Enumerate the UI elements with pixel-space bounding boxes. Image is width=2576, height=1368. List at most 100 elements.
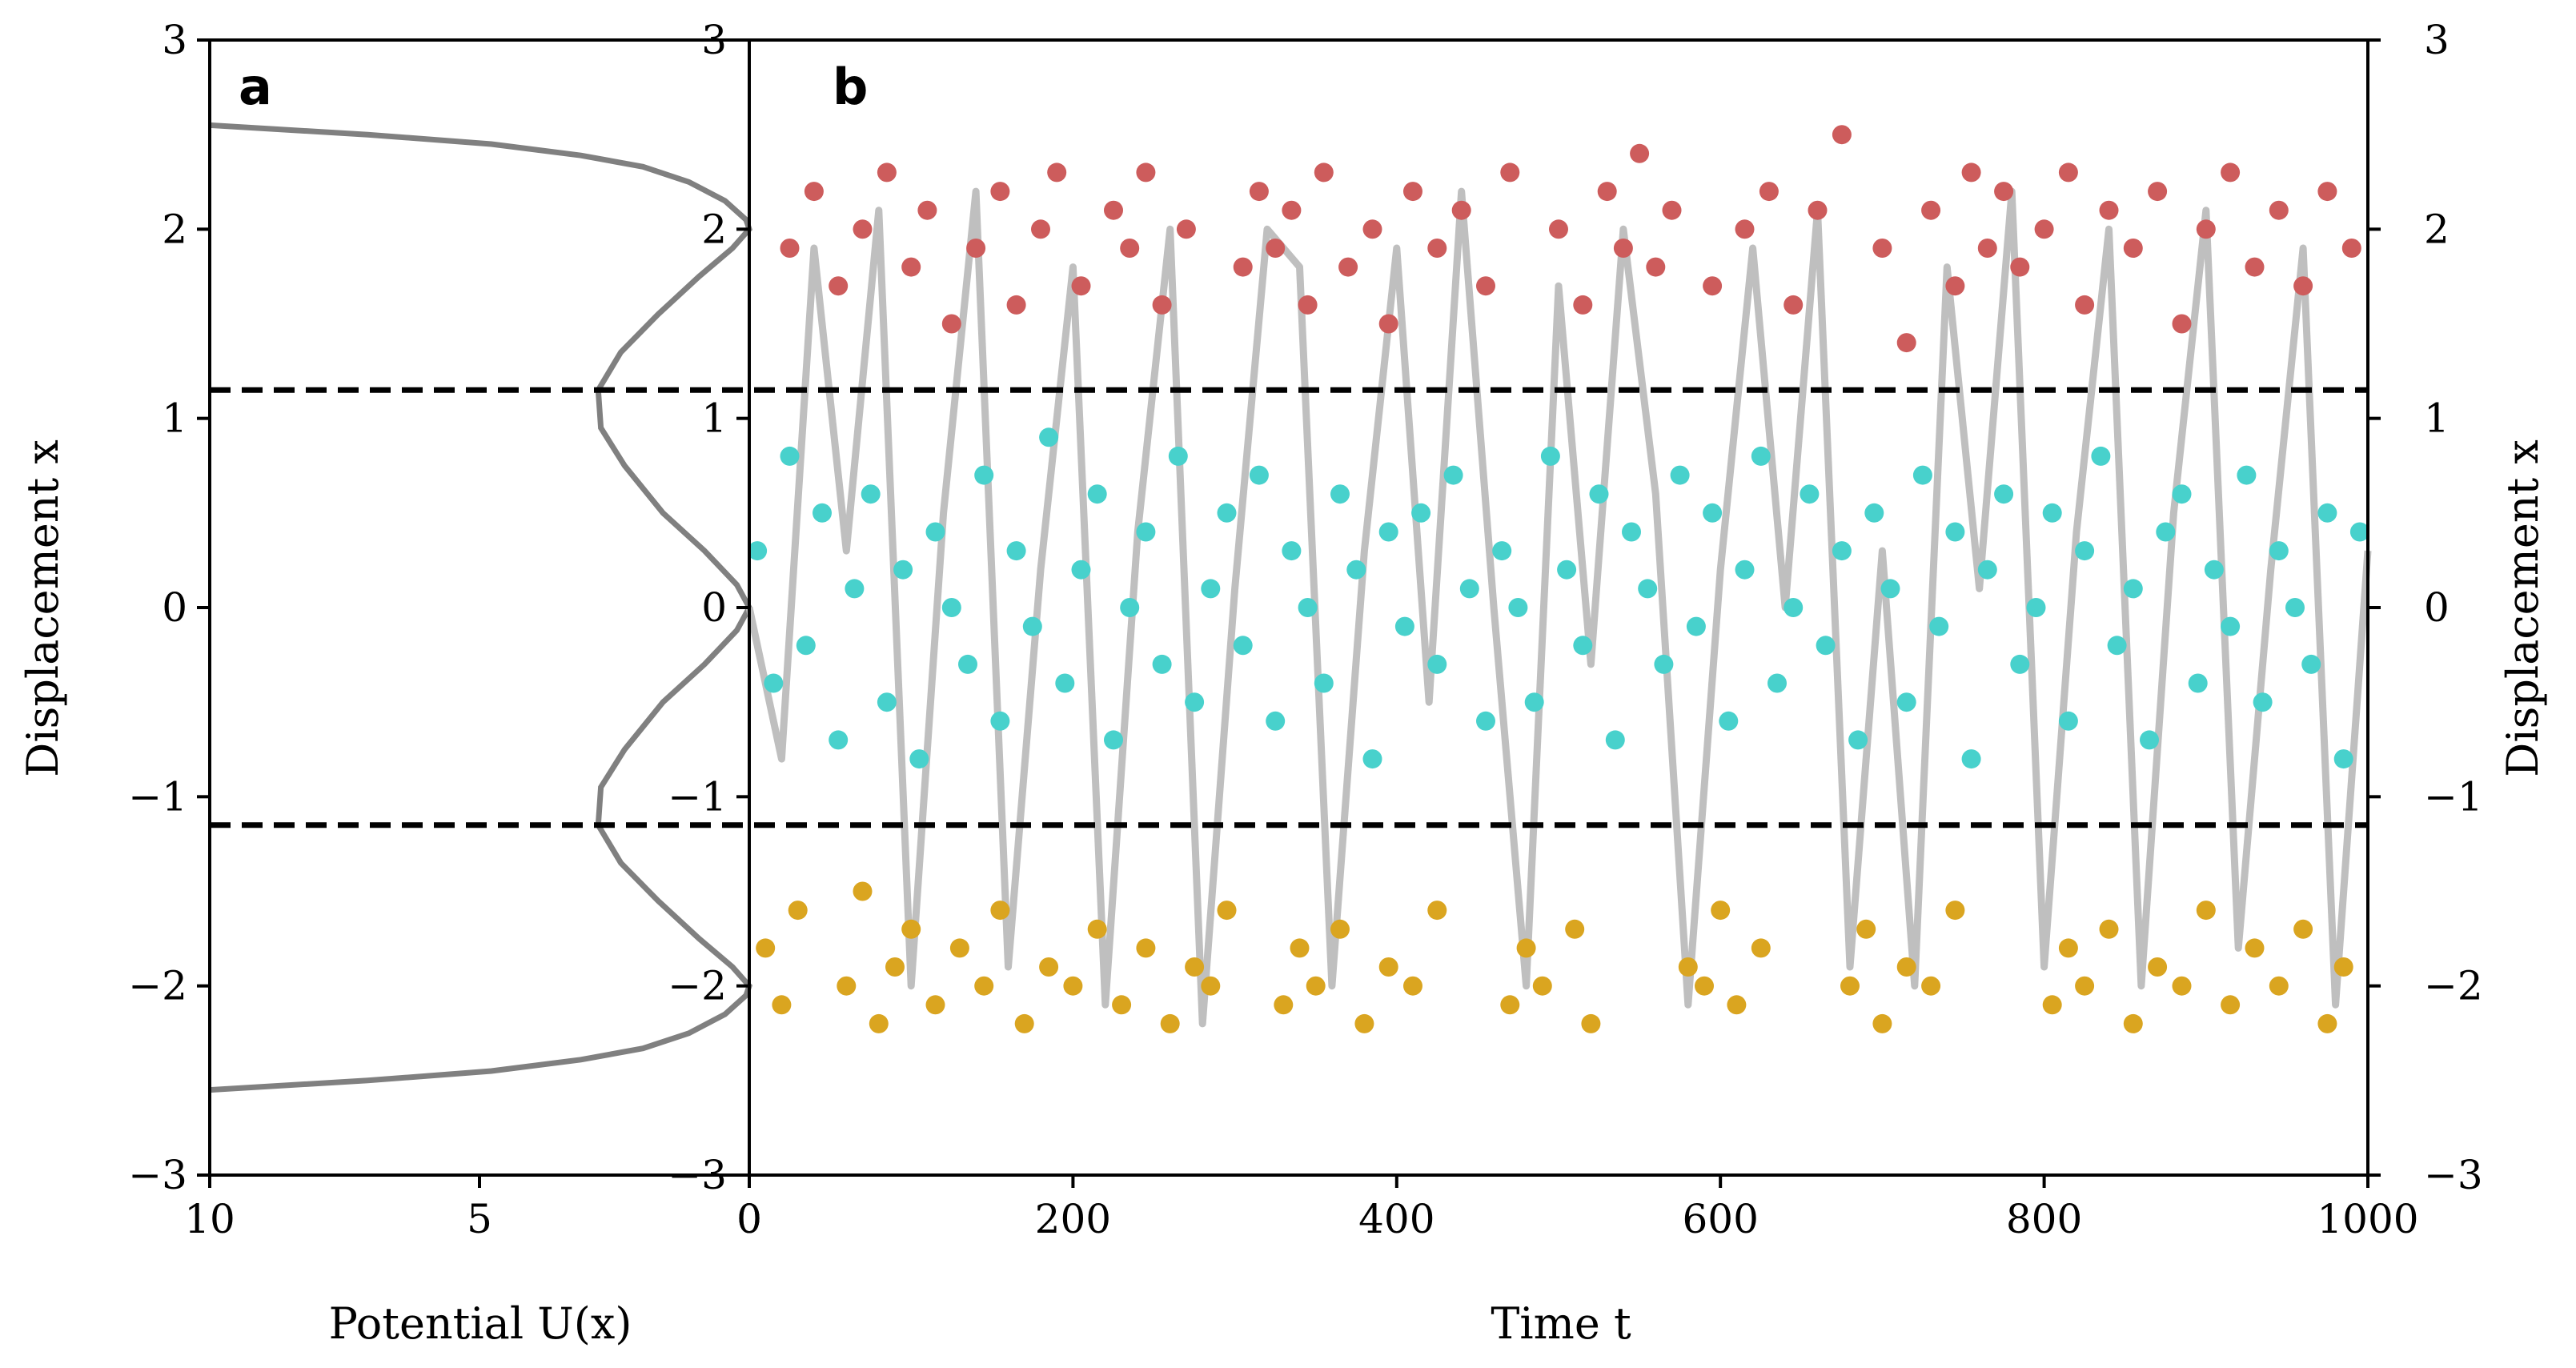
upper-well-point	[2099, 200, 2119, 220]
upper-well-point	[1362, 219, 1382, 239]
middle-well-point	[1961, 749, 1981, 769]
middle-well-point	[1638, 579, 1658, 599]
middle-well-point	[1703, 503, 1723, 523]
upper-well-point	[1031, 219, 1050, 239]
trajectory-line	[745, 187, 2372, 1028]
middle-well-point	[829, 730, 849, 750]
panel-a-xtick-label: 0	[736, 1196, 762, 1242]
middle-well-point	[813, 503, 832, 523]
middle-well-point	[1346, 560, 1366, 580]
panel-b-xtick-label: 200	[1035, 1196, 1111, 1242]
middle-well-point	[1573, 636, 1593, 656]
middle-well-point	[1022, 616, 1042, 636]
middle-well-point	[2042, 503, 2062, 523]
panel-b-xtick-label: 800	[2006, 1196, 2082, 1242]
middle-well-point	[1217, 503, 1237, 523]
lower-well-point	[925, 995, 945, 1015]
middle-well-point	[1832, 541, 1852, 561]
upper-well-point	[1152, 295, 1172, 315]
middle-well-point	[1929, 616, 1949, 636]
middle-well-point	[1249, 465, 1269, 485]
lower-well-point	[1378, 957, 1398, 977]
lower-well-point	[1565, 919, 1585, 939]
panel-a-ytick-label: 3	[162, 17, 187, 63]
upper-well-point	[1176, 219, 1196, 239]
middle-well-point	[1378, 522, 1398, 542]
panel-b-xtick-label: 0	[736, 1196, 762, 1242]
panel-b-points	[748, 125, 2369, 1033]
lower-well-point	[2221, 995, 2241, 1015]
panel-b-left-ytick-label: −1	[668, 773, 727, 820]
lower-well-point	[901, 919, 921, 939]
lower-well-point	[869, 1013, 889, 1033]
middle-well-point	[2140, 730, 2159, 750]
upper-well-point	[2058, 162, 2078, 183]
middle-well-point	[2058, 711, 2078, 731]
middle-well-point	[1443, 465, 1463, 485]
panel-b-left-ytick-label: 2	[701, 206, 727, 252]
lower-well-point	[1872, 1013, 1892, 1033]
middle-well-point	[958, 654, 977, 674]
middle-well-point	[2301, 654, 2321, 674]
upper-well-point	[1613, 239, 1633, 258]
lower-well-point	[2123, 1013, 2143, 1033]
panel-b-xtick-label: 600	[1682, 1196, 1758, 1242]
upper-well-point	[2221, 162, 2241, 183]
panel-b-right-ytick-label: 0	[2424, 584, 2450, 631]
upper-well-point	[1945, 276, 1965, 296]
upper-well-point	[966, 239, 986, 258]
upper-well-point	[829, 276, 849, 296]
middle-well-point	[796, 636, 816, 656]
middle-well-point	[1589, 484, 1609, 504]
middle-well-point	[2204, 560, 2224, 580]
middle-well-point	[2010, 654, 2030, 674]
upper-well-point	[1703, 276, 1723, 296]
lower-well-point	[1896, 957, 1916, 977]
middle-well-point	[764, 673, 784, 693]
lower-well-point	[2245, 938, 2265, 958]
middle-well-point	[1848, 730, 1868, 750]
upper-well-point	[1266, 239, 1286, 258]
upper-well-point	[2172, 314, 2192, 334]
upper-well-point	[1249, 182, 1269, 202]
middle-well-point	[1945, 522, 1965, 542]
middle-well-point	[1492, 541, 1512, 561]
upper-well-point	[1314, 162, 1334, 183]
middle-well-point	[1476, 711, 1495, 731]
lower-well-point	[1532, 976, 1552, 996]
panel-b-left-ytick-label: 1	[701, 395, 727, 442]
middle-well-point	[1411, 503, 1431, 523]
lower-well-point	[1751, 938, 1771, 958]
upper-well-point	[901, 257, 921, 277]
lower-well-point	[1039, 957, 1059, 977]
lower-well-point	[1840, 976, 1860, 996]
lower-well-point	[1136, 938, 1156, 958]
middle-well-point	[1266, 711, 1286, 731]
lower-well-point	[1160, 1013, 1180, 1033]
lower-well-point	[1711, 901, 1731, 921]
middle-well-point	[1314, 673, 1334, 693]
middle-well-point	[1605, 730, 1625, 750]
upper-well-point	[1994, 182, 2014, 202]
panel-a-xtick-label: 10	[184, 1196, 235, 1242]
upper-well-point	[1759, 182, 1779, 202]
middle-well-point	[990, 711, 1010, 731]
lower-well-point	[1087, 919, 1107, 939]
panel-a-ytick-label: 1	[162, 395, 187, 442]
panel-a-ytick-label: −1	[128, 773, 187, 820]
upper-well-point	[941, 314, 961, 334]
lower-well-point	[1217, 901, 1237, 921]
upper-well-point	[1872, 239, 1892, 258]
panel-b-xtick-label: 400	[1358, 1196, 1434, 1242]
middle-well-point	[1087, 484, 1107, 504]
upper-well-point	[1662, 200, 1682, 220]
middle-well-point	[2188, 673, 2208, 693]
lower-well-point	[949, 938, 969, 958]
lower-well-point	[1500, 995, 1520, 1015]
panel-b-left-ytick-label: −3	[668, 1152, 727, 1198]
upper-well-point	[804, 182, 824, 202]
lower-well-point	[1427, 901, 1447, 921]
lower-well-point	[1678, 957, 1698, 977]
upper-well-point	[1282, 200, 1302, 220]
